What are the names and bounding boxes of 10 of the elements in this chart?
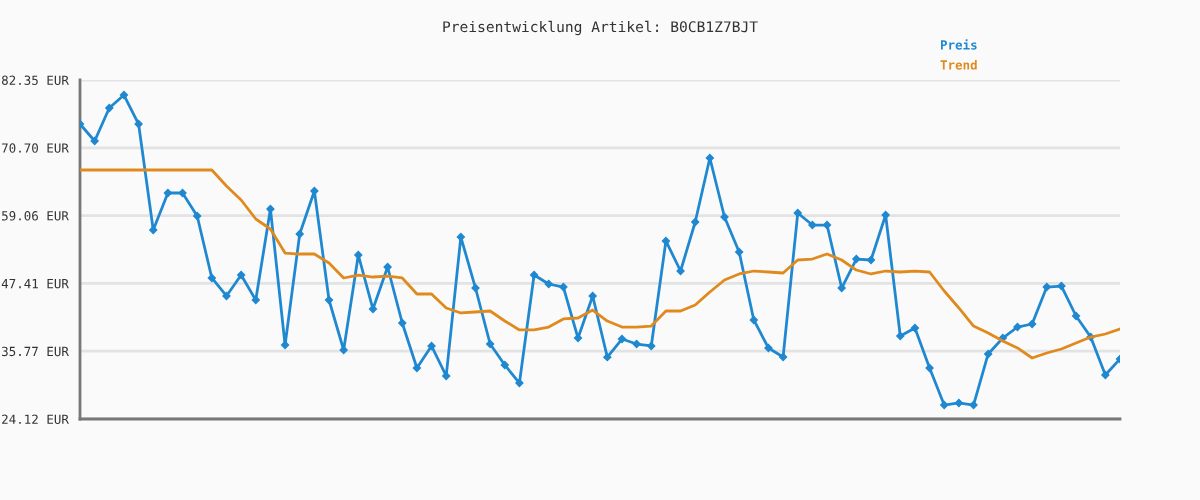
y-tick-label: 24.12 EUR [2, 414, 69, 424]
y-tick-label: 47.41 EUR [1, 279, 69, 289]
text: Trend [940, 59, 977, 70]
text: Preis [940, 39, 977, 50]
y-tick-label: 59.06 EUR [2, 211, 69, 221]
y-tick-label: 70.70 EUR [2, 143, 69, 153]
chart-title: Preisentwicklung Artikel: B0CB1Z7BJT [443, 20, 758, 36]
y-tick-label: 82.35 EUR [1, 75, 69, 85]
line-series [80, 168, 1120, 360]
y-tick-label: 35.77 EUR [2, 346, 69, 357]
